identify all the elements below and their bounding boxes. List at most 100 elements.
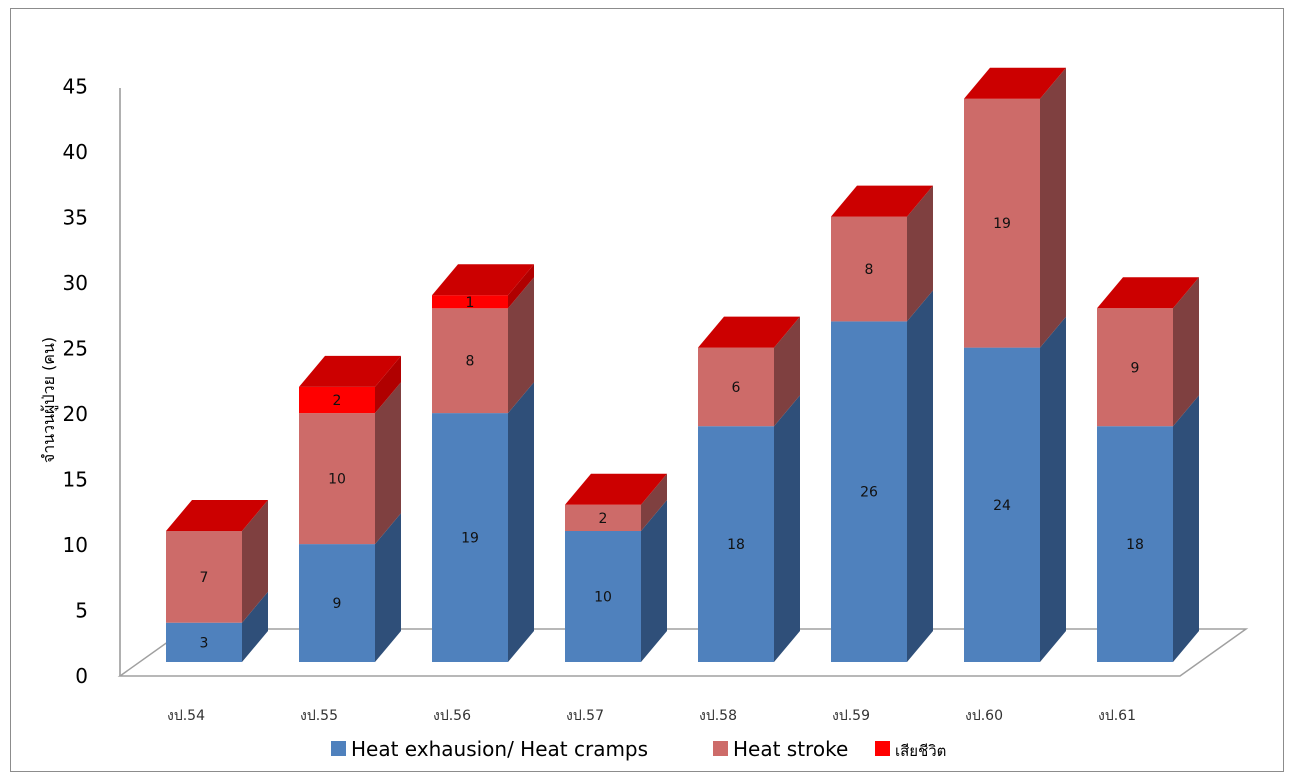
bar: [299, 544, 375, 662]
floor-plane: [117, 628, 1249, 677]
bar-side: [1040, 67, 1066, 348]
bar-side: [1040, 316, 1066, 662]
data-label: 18: [727, 537, 745, 553]
data-label: 2: [333, 393, 342, 409]
bar-side: [508, 382, 534, 662]
y-tick-label: 10: [63, 533, 88, 557]
bar-top: [964, 67, 1066, 99]
bar-segment: 26: [831, 290, 933, 662]
bar-segment: 10: [565, 500, 667, 662]
chart-floor: [117, 88, 1249, 677]
bar-top-cap: [565, 473, 667, 505]
data-label: 9: [333, 596, 342, 612]
data-label: 24: [993, 498, 1011, 514]
legend: Heat exhausion/ Heat cramps Heat stroke เส…: [331, 737, 946, 761]
y-tick-label: 35: [63, 206, 88, 230]
y-tick-label: 45: [63, 75, 88, 99]
bar: [299, 386, 375, 414]
bar-side: [1173, 395, 1199, 662]
bar: [166, 531, 242, 623]
bar-top-cap: [299, 355, 401, 387]
bar: [432, 308, 508, 414]
legend-label: Heat exhausion/ Heat cramps: [351, 737, 648, 761]
bar-top: [698, 316, 800, 348]
bar: [831, 216, 907, 322]
data-label: 26: [860, 485, 878, 501]
data-label: 19: [993, 216, 1011, 232]
bar-top-cap: [964, 67, 1066, 99]
data-label: 9: [1131, 360, 1140, 376]
x-tick-label: งป.56: [433, 708, 471, 724]
y-axis-label: จำนวนผู้ป่วย (คน): [39, 337, 59, 463]
bar-side: [774, 316, 800, 427]
bar-side: [1173, 277, 1199, 427]
data-label: 18: [1126, 537, 1144, 553]
legend-swatch: [713, 741, 728, 756]
bar-segment: 18: [1097, 395, 1199, 662]
x-tick-label: งป.59: [832, 708, 870, 724]
bar-segment: 19: [432, 382, 534, 662]
bar-top-cap: [166, 500, 268, 531]
legend-item: เสียชีวิต: [875, 741, 946, 760]
bar: [166, 622, 242, 662]
bar-side: [375, 513, 401, 662]
bar-side: [375, 382, 401, 545]
bar-segment: 10: [299, 382, 401, 545]
data-label: 1: [466, 295, 475, 311]
bar-side: [242, 500, 268, 623]
bar-segment: 8: [432, 277, 534, 414]
bar-side: [508, 277, 534, 414]
data-label: 3: [200, 635, 209, 651]
bar: [698, 426, 774, 662]
y-tick-label: 40: [63, 140, 88, 164]
bar-top: [1097, 277, 1199, 309]
bar: [432, 413, 508, 662]
bar-segment: 19: [964, 67, 1066, 348]
bar: [299, 413, 375, 545]
bar: [964, 98, 1040, 348]
bar-side: [774, 395, 800, 662]
y-tick-label: 20: [63, 402, 88, 426]
bar-segment: 2: [299, 355, 401, 414]
legend-swatch: [331, 741, 346, 756]
bar-top: [831, 185, 933, 217]
legend-item: Heat stroke: [713, 737, 848, 761]
bar-segment: 18: [698, 395, 800, 662]
bar-segment: 1: [432, 264, 534, 311]
data-label: 19: [461, 531, 479, 547]
bar-side: [641, 500, 667, 662]
bar-top-cap: [1097, 277, 1199, 309]
legend-label: Heat stroke: [733, 737, 848, 761]
legend-label: เสียชีวิต: [895, 742, 946, 760]
bar: [565, 504, 641, 531]
x-tick-label: งป.58: [699, 708, 737, 724]
legend-swatch: [875, 741, 890, 756]
data-label: 8: [865, 262, 874, 278]
y-tick-label: 25: [63, 337, 88, 361]
bar-segment: 6: [698, 316, 800, 427]
bar-side: [907, 185, 933, 322]
bar: [831, 321, 907, 662]
x-tick-label: งป.57: [566, 708, 604, 724]
bar-side: [508, 264, 534, 309]
y-tick-label: 5: [75, 599, 88, 623]
bar-side: [907, 290, 933, 662]
bar-top: [166, 500, 268, 531]
bar-side: [641, 473, 667, 531]
bar-segment: 3: [166, 591, 268, 662]
bar-top: [565, 473, 667, 505]
bar-segment: 9: [1097, 277, 1199, 427]
bar-segment: 9: [299, 513, 401, 662]
x-axis: งป.54 งป.55 งป.56 งป.57 งป.58 งป.59 งป.60 งป.61: [167, 708, 1136, 724]
bar-top-cap: [831, 185, 933, 217]
bar-side: [242, 591, 268, 662]
legend-item: Heat exhausion/ Heat cramps: [331, 737, 648, 761]
bar-segment: 2: [565, 473, 667, 531]
y-tick-label: 30: [63, 271, 88, 295]
data-label: 10: [594, 590, 612, 606]
x-tick-label: งป.54: [167, 708, 205, 724]
bar: [964, 347, 1040, 662]
bar: [432, 295, 508, 309]
y-tick-label: 15: [63, 468, 88, 492]
